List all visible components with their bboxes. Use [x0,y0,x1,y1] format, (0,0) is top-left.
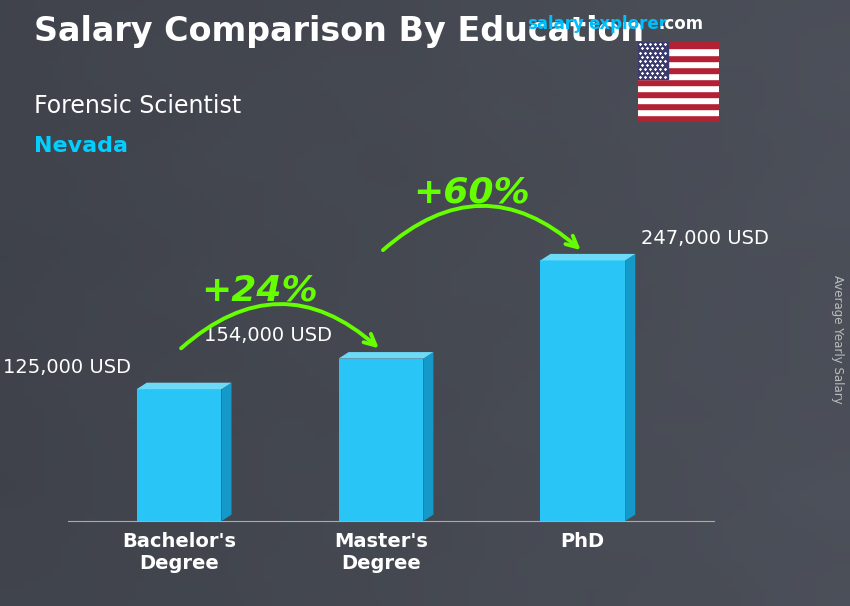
Text: salary: salary [527,15,584,33]
Bar [541,261,626,521]
Bar [137,389,221,521]
Text: Average Yearly Salary: Average Yearly Salary [830,275,844,404]
Polygon shape [423,352,434,521]
Polygon shape [541,254,635,261]
Text: Salary Comparison By Education: Salary Comparison By Education [34,15,644,48]
Text: explorer: explorer [588,15,667,33]
Text: +60%: +60% [413,175,530,209]
Text: 125,000 USD: 125,000 USD [3,358,131,376]
Polygon shape [137,383,231,389]
Bar [338,359,423,521]
Text: 154,000 USD: 154,000 USD [205,326,332,345]
Polygon shape [221,383,231,521]
Polygon shape [625,254,635,521]
Text: .com: .com [659,15,704,33]
Text: Nevada: Nevada [34,136,128,156]
Text: Forensic Scientist: Forensic Scientist [34,94,241,118]
Text: 247,000 USD: 247,000 USD [641,228,769,248]
Polygon shape [338,352,434,359]
Text: +24%: +24% [201,273,318,307]
